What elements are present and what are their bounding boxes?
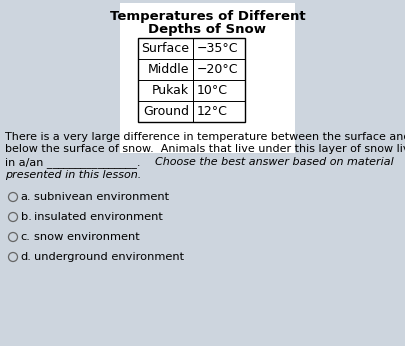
Text: d.: d. <box>21 252 31 262</box>
Text: Pukak: Pukak <box>152 84 189 97</box>
Text: There is a very large difference in temperature between the surface and: There is a very large difference in temp… <box>5 132 405 142</box>
Text: 10°C: 10°C <box>197 84 228 97</box>
Text: Choose the best answer based on material: Choose the best answer based on material <box>155 157 394 167</box>
Text: Temperatures of Different: Temperatures of Different <box>110 10 305 23</box>
Text: 12°C: 12°C <box>197 105 228 118</box>
Text: Ground: Ground <box>143 105 189 118</box>
Text: c.: c. <box>21 232 30 242</box>
Text: −35°C: −35°C <box>197 42 239 55</box>
Text: presented in this lesson.: presented in this lesson. <box>5 170 141 180</box>
Text: snow environment: snow environment <box>34 232 140 242</box>
Text: insulated environment: insulated environment <box>34 212 163 222</box>
FancyBboxPatch shape <box>138 38 245 122</box>
Text: subnivean environment: subnivean environment <box>34 192 170 202</box>
Text: Surface: Surface <box>141 42 189 55</box>
Text: Depths of Snow: Depths of Snow <box>149 23 266 36</box>
Text: −20°C: −20°C <box>197 63 239 76</box>
FancyBboxPatch shape <box>120 3 295 153</box>
Text: a.: a. <box>21 192 31 202</box>
Text: Middle: Middle <box>147 63 189 76</box>
Text: b.: b. <box>21 212 31 222</box>
Text: underground environment: underground environment <box>34 252 185 262</box>
Text: in a/an ________________.: in a/an ________________. <box>5 157 144 168</box>
Text: below the surface of snow.  Animals that live under this layer of snow live: below the surface of snow. Animals that … <box>5 145 405 155</box>
